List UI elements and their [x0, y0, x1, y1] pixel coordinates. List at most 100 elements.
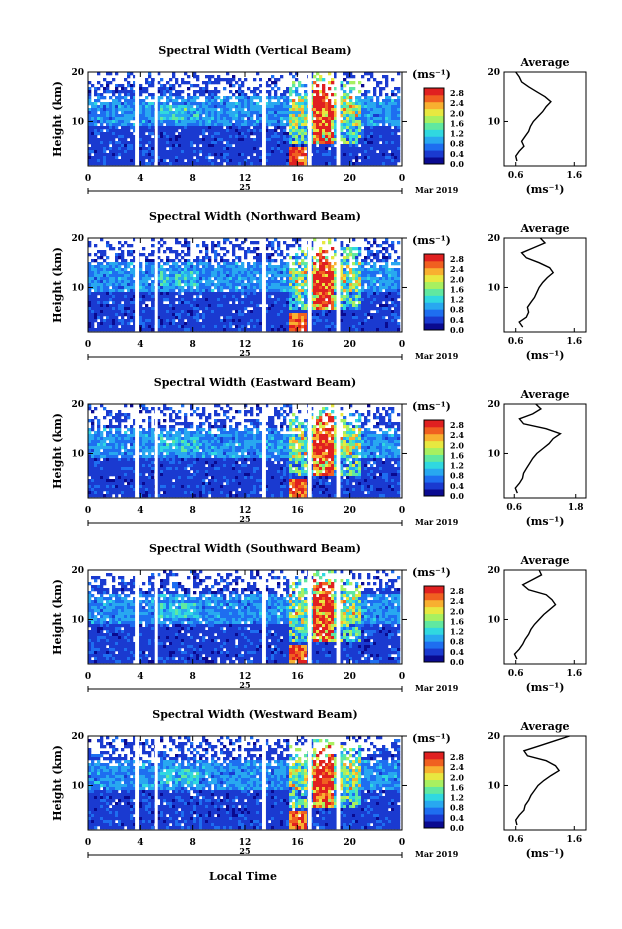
date-day-label: 25: [239, 514, 250, 524]
colorbar-tick-label: 0.8: [450, 803, 464, 813]
avg-y-tick-label: 20: [487, 234, 500, 244]
x-tick-label: 16: [291, 506, 304, 516]
avg-y-tick-label: 10: [487, 449, 500, 459]
date-month-label: Mar 2019: [415, 351, 459, 361]
avg-y-tick-label: 20: [487, 68, 500, 78]
date-day-label: 25: [239, 846, 250, 856]
x-tick-label: 12: [239, 340, 252, 350]
y-tick-label: 10: [71, 449, 84, 459]
x-tick-label: 8: [190, 838, 196, 848]
data-gap: [336, 404, 341, 498]
x-tick-label: 4: [137, 838, 143, 848]
colorbar-tick-label: 2.8: [450, 586, 464, 596]
avg-title: Average: [519, 720, 569, 733]
avg-x-tick-label: 0.6: [506, 503, 522, 513]
data-gap: [307, 72, 312, 166]
y-tick-label: 20: [71, 732, 84, 742]
colorbar-tick-label: 1.6: [450, 118, 464, 128]
avg-title: Average: [519, 554, 569, 567]
date-day-label: 25: [239, 182, 250, 192]
avg-x-tick-label: 1.8: [568, 503, 584, 513]
avg-y-tick-label: 20: [487, 566, 500, 576]
beam-panel-3: Spectral Width (Southward Beam) 0 4 8 12 16 20…: [51, 542, 587, 694]
y-tick-label: 10: [71, 781, 84, 791]
x-tick-label: 16: [291, 672, 304, 682]
avg-frame: [503, 403, 587, 499]
colorbar-unit: (ms⁻¹): [412, 732, 451, 745]
avg-x-tick-label: 0.6: [508, 835, 524, 845]
avg-profile-line: [518, 237, 555, 328]
data-gap: [154, 72, 158, 166]
avg-profile-line: [514, 735, 570, 826]
colorbar-tick-label: 0.4: [450, 481, 464, 491]
x-tick-label: 4: [137, 506, 143, 516]
colorbar-tick-label: 1.2: [450, 461, 464, 471]
avg-title: Average: [519, 388, 569, 401]
colorbar-tick-label: 2.4: [450, 430, 464, 440]
avg-frame: [503, 237, 587, 333]
colorbar: [423, 253, 445, 331]
colorbar: [423, 87, 445, 165]
avg-profile-line: [514, 403, 562, 494]
colorbar-tick-label: 2.8: [450, 88, 464, 98]
colorbar-tick-label: 2.0: [450, 108, 464, 118]
colorbar-tick-label: 2.4: [450, 264, 464, 274]
x-tick-label: 16: [291, 340, 304, 350]
beam-panel-1: Spectral Width (Northward Beam) 0 4 8 12 16 20…: [51, 210, 587, 362]
colorbar-unit: (ms⁻¹): [412, 400, 451, 413]
colorbar-tick-label: 1.2: [450, 793, 464, 803]
x-tick-label: 0: [399, 174, 405, 184]
x-tick-label: 0: [399, 672, 405, 682]
avg-y-tick-label: 10: [487, 781, 500, 791]
colorbar-unit: (ms⁻¹): [412, 68, 451, 81]
heatmap-cells: [88, 570, 401, 664]
x-tick-label: 8: [190, 506, 196, 516]
data-gap: [135, 736, 140, 830]
x-tick-label: 8: [190, 672, 196, 682]
colorbar-tick-label: 0.0: [450, 491, 464, 501]
colorbar-tick-label: 2.4: [450, 98, 464, 108]
data-gap: [262, 404, 266, 498]
y-tick-label: 10: [71, 117, 84, 127]
x-tick-label: 4: [137, 340, 143, 350]
avg-title: Average: [519, 56, 569, 69]
data-gap: [135, 570, 140, 664]
data-gap: [336, 238, 341, 332]
data-gap: [154, 238, 158, 332]
panel-title: Spectral Width (Eastward Beam): [154, 376, 356, 389]
avg-x-tick-label: 1.6: [566, 337, 582, 347]
date-month-label: Mar 2019: [415, 849, 459, 859]
avg-profile-line: [513, 569, 557, 660]
data-gap: [307, 570, 312, 664]
colorbar-tick-label: 2.0: [450, 440, 464, 450]
date-day-label: 25: [239, 680, 250, 690]
x-tick-label: 20: [343, 672, 356, 682]
colorbar-tick-label: 1.2: [450, 129, 464, 139]
data-gap: [262, 238, 266, 332]
data-gap: [135, 404, 140, 498]
colorbar-tick-label: 0.4: [450, 149, 464, 159]
x-tick-label: 8: [190, 174, 196, 184]
avg-title: Average: [519, 222, 569, 235]
beam-panel-2: Spectral Width (Eastward Beam) 0 4 8 12 16 20 0…: [51, 376, 587, 528]
y-tick-label: 10: [71, 283, 84, 293]
avg-x-tick-label: 0.6: [508, 171, 524, 181]
colorbar-tick-label: 0.0: [450, 159, 464, 169]
heatmap-cells: [88, 238, 401, 332]
x-tick-label: 4: [137, 672, 143, 682]
beam-panel-0: Spectral Width (Vertical Beam) 0 4 8 12 16 20 0…: [51, 44, 587, 196]
x-tick-label: 20: [343, 838, 356, 848]
x-tick-label: 12: [239, 672, 252, 682]
colorbar-tick-label: 1.6: [450, 284, 464, 294]
avg-frame: [503, 735, 587, 831]
avg-x-label: (ms⁻¹): [526, 349, 565, 362]
x-tick-label: 16: [291, 174, 304, 184]
colorbar-tick-label: 1.2: [450, 295, 464, 305]
heatmap-cells: [88, 736, 401, 830]
x-tick-label: 0: [85, 838, 91, 848]
avg-y-tick-label: 10: [487, 117, 500, 127]
data-gap: [307, 404, 312, 498]
x-tick-label: 0: [85, 672, 91, 682]
colorbar-tick-label: 2.4: [450, 596, 464, 606]
